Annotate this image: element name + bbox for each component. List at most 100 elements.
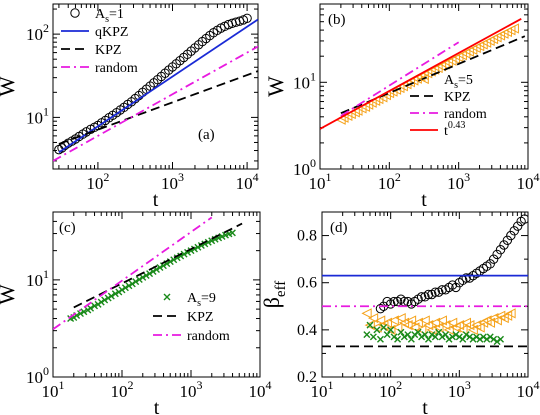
series-a <box>335 23 519 125</box>
data-point <box>97 298 105 306</box>
data-point <box>402 320 413 331</box>
data-point <box>451 282 461 293</box>
data-point <box>437 285 447 295</box>
data-point <box>394 335 402 343</box>
legend-label: KPZ <box>95 43 121 58</box>
data-point <box>107 292 115 300</box>
series-t-line <box>320 18 522 130</box>
data-point <box>506 230 516 241</box>
data-point <box>423 289 434 300</box>
data-point <box>142 271 150 279</box>
x-tick-label: 103 <box>161 170 184 193</box>
data-point <box>473 333 480 341</box>
data-point <box>505 308 516 319</box>
data-point <box>509 226 519 236</box>
data-point <box>407 335 415 343</box>
data-point <box>101 296 109 304</box>
data-point <box>429 317 441 328</box>
data-point <box>495 245 506 255</box>
y-axis-title: βeff <box>259 281 289 309</box>
plot-frame <box>319 3 529 170</box>
data-point <box>128 280 136 288</box>
data-point <box>190 245 198 253</box>
data-point <box>445 335 453 343</box>
data-point <box>499 240 509 250</box>
data-point <box>433 322 444 333</box>
data-point <box>404 331 412 339</box>
data-point <box>469 335 477 343</box>
ticks <box>321 211 529 378</box>
data-point <box>423 320 434 331</box>
data-point <box>376 335 384 343</box>
data-point <box>87 304 95 312</box>
x-tick-label: 104 <box>236 170 259 193</box>
data-point <box>132 278 140 286</box>
panel-b: 101 102 103 104100101tW(b)As=5KPZrandomt0.4… <box>263 3 540 211</box>
x-tick-label: 104 <box>517 170 540 193</box>
data-point <box>385 299 396 309</box>
legend-label: random <box>187 329 230 344</box>
data-point <box>405 315 417 326</box>
data-point <box>156 264 164 272</box>
legend-marker <box>418 73 429 85</box>
data-point <box>80 308 88 316</box>
data-point <box>519 214 528 224</box>
x-tick-label: 101 <box>311 378 334 401</box>
data-point <box>411 331 419 339</box>
data-point <box>369 333 377 341</box>
data-point <box>452 331 460 339</box>
x-axis-title: t <box>154 397 160 415</box>
data-point <box>479 333 487 341</box>
series-a <box>67 229 236 323</box>
data-point <box>121 284 129 292</box>
x-tick-label: 104 <box>517 378 540 401</box>
data-point <box>380 324 388 331</box>
data-point <box>180 250 188 258</box>
y-tick-label: 101 <box>26 104 49 127</box>
data-point <box>491 315 502 326</box>
data-point <box>242 13 252 23</box>
data-point <box>484 317 496 328</box>
panel-label: (b) <box>328 12 346 28</box>
legend-label: random <box>95 61 138 76</box>
data-point <box>512 221 523 231</box>
y-tick-label: 0.8 <box>297 228 317 245</box>
x-tick-label: 104 <box>249 378 272 401</box>
data-point <box>414 328 422 336</box>
data-point <box>419 315 430 326</box>
panel-d: 101 102 103 104 0.2 0.4 0.6 0.8 t βeff (d) <box>259 211 540 415</box>
data-point <box>392 296 403 307</box>
data-point <box>455 333 463 341</box>
data-point <box>436 315 447 326</box>
data-point <box>476 335 484 343</box>
y-tick-label: 101 <box>26 267 49 290</box>
series-group <box>53 216 243 331</box>
data-point <box>406 299 417 309</box>
legend-label: t0.43 <box>444 120 465 139</box>
x-tick-label: 101 <box>309 170 332 193</box>
data-point <box>448 333 456 341</box>
legend-label: As=9 <box>187 291 216 309</box>
data-point <box>361 308 372 319</box>
y-tick-label: 0.4 <box>297 322 317 339</box>
x-tick-label: 103 <box>447 170 470 193</box>
series-random-line <box>53 216 213 331</box>
panel-label: (c) <box>59 220 76 236</box>
data-point <box>397 328 405 336</box>
panel-label: (a) <box>198 127 215 143</box>
ticks <box>52 211 261 378</box>
legend-label: random <box>444 107 487 122</box>
data-point <box>385 324 396 335</box>
data-point <box>497 335 505 343</box>
data-point <box>400 333 408 341</box>
data-point <box>139 273 147 281</box>
ticks <box>53 4 258 169</box>
ticks <box>319 3 529 170</box>
data-point <box>76 310 84 318</box>
data-point <box>375 315 386 326</box>
data-point <box>462 331 470 339</box>
data-point <box>488 254 499 264</box>
